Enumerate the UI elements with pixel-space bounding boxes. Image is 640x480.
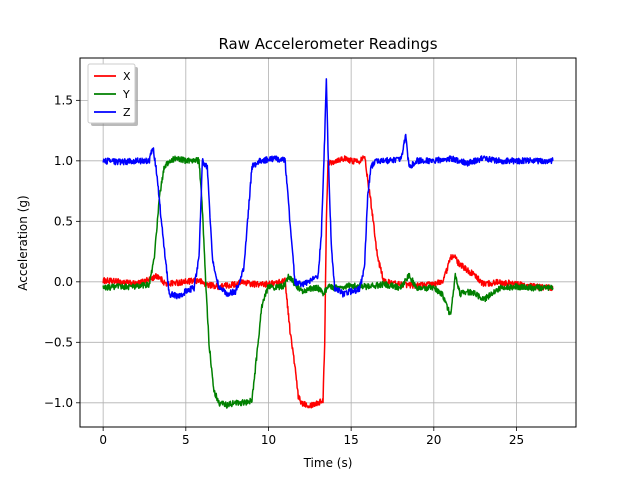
- x-tick-label: 15: [344, 433, 359, 447]
- x-tick-label: 25: [509, 433, 524, 447]
- plot-frame: [79, 57, 577, 428]
- x-tick-label: 10: [261, 433, 276, 447]
- ticks: 0 5 10 15 20 25 −1.0 −0.5 0.0 0.5 1.0 1.5: [44, 93, 524, 447]
- series-line-y: [102, 155, 554, 409]
- series-line-z: [102, 78, 554, 300]
- y-tick-label: 0.0: [54, 275, 73, 289]
- y-axis-title: Acceleration (g): [16, 195, 30, 290]
- x-axis-title: Time (s): [303, 456, 353, 470]
- y-tick-label: 0.5: [54, 214, 73, 228]
- legend: XYZ: [87, 63, 138, 126]
- y-tick-label: −0.5: [44, 335, 73, 349]
- x-tick-label: 5: [182, 433, 190, 447]
- y-tick-label: 1.5: [54, 93, 73, 107]
- legend-label-x: X: [123, 70, 131, 83]
- y-tick-label: 1.0: [54, 154, 73, 168]
- series-layer: [102, 78, 554, 409]
- y-tick-label: −1.0: [44, 396, 73, 410]
- legend-label-z: Z: [123, 106, 131, 119]
- x-tick-label: 0: [99, 433, 107, 447]
- legend-label-y: Y: [122, 88, 130, 101]
- chart-title: Raw Accelerometer Readings: [218, 35, 437, 53]
- plot-area: [80, 58, 576, 427]
- x-tick-label: 20: [426, 433, 441, 447]
